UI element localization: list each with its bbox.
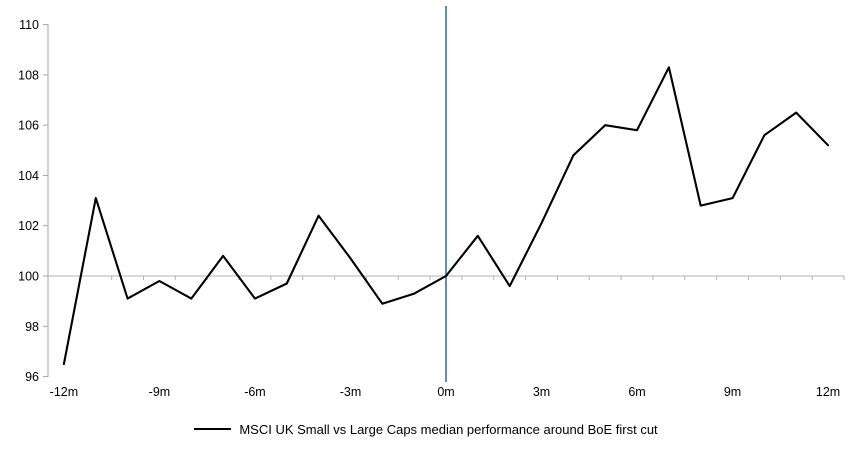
y-axis-tick-label: 98 bbox=[25, 320, 39, 334]
y-axis-tick-label: 106 bbox=[18, 119, 39, 133]
y-axis-tick-label: 96 bbox=[25, 370, 39, 384]
x-axis-tick-label: -3m bbox=[340, 385, 362, 399]
y-axis-tick-label: 100 bbox=[18, 270, 39, 284]
legend-line-sample bbox=[194, 428, 232, 430]
y-axis-tick-label: 102 bbox=[18, 219, 39, 233]
x-axis-tick-label: 0m bbox=[437, 385, 454, 399]
y-axis-tick-label: 110 bbox=[19, 18, 39, 32]
x-axis-tick-label: -12m bbox=[50, 385, 78, 399]
x-axis-tick-label: 9m bbox=[724, 385, 741, 399]
line-chart: 96 98 100 102 104 106 108 110 -12m -9m -6m -3m 0m 3m 6… bbox=[18, 6, 845, 399]
x-axis-tick-label: 3m bbox=[533, 385, 550, 399]
y-axis bbox=[43, 24, 49, 378]
x-axis-tick-label: 6m bbox=[628, 385, 645, 399]
x-axis-tick-label: 12m bbox=[816, 385, 840, 399]
legend-label: MSCI UK Small vs Large Caps median perfo… bbox=[239, 421, 658, 437]
x-axis-tick-label: -9m bbox=[149, 385, 171, 399]
y-axis-tick-label: 104 bbox=[18, 169, 39, 183]
chart-legend: MSCI UK Small vs Large Caps median perfo… bbox=[0, 418, 852, 440]
y-axis-tick-label: 108 bbox=[18, 68, 39, 82]
series-line bbox=[62, 66, 830, 366]
x-axis-tick-label: -6m bbox=[244, 385, 266, 399]
